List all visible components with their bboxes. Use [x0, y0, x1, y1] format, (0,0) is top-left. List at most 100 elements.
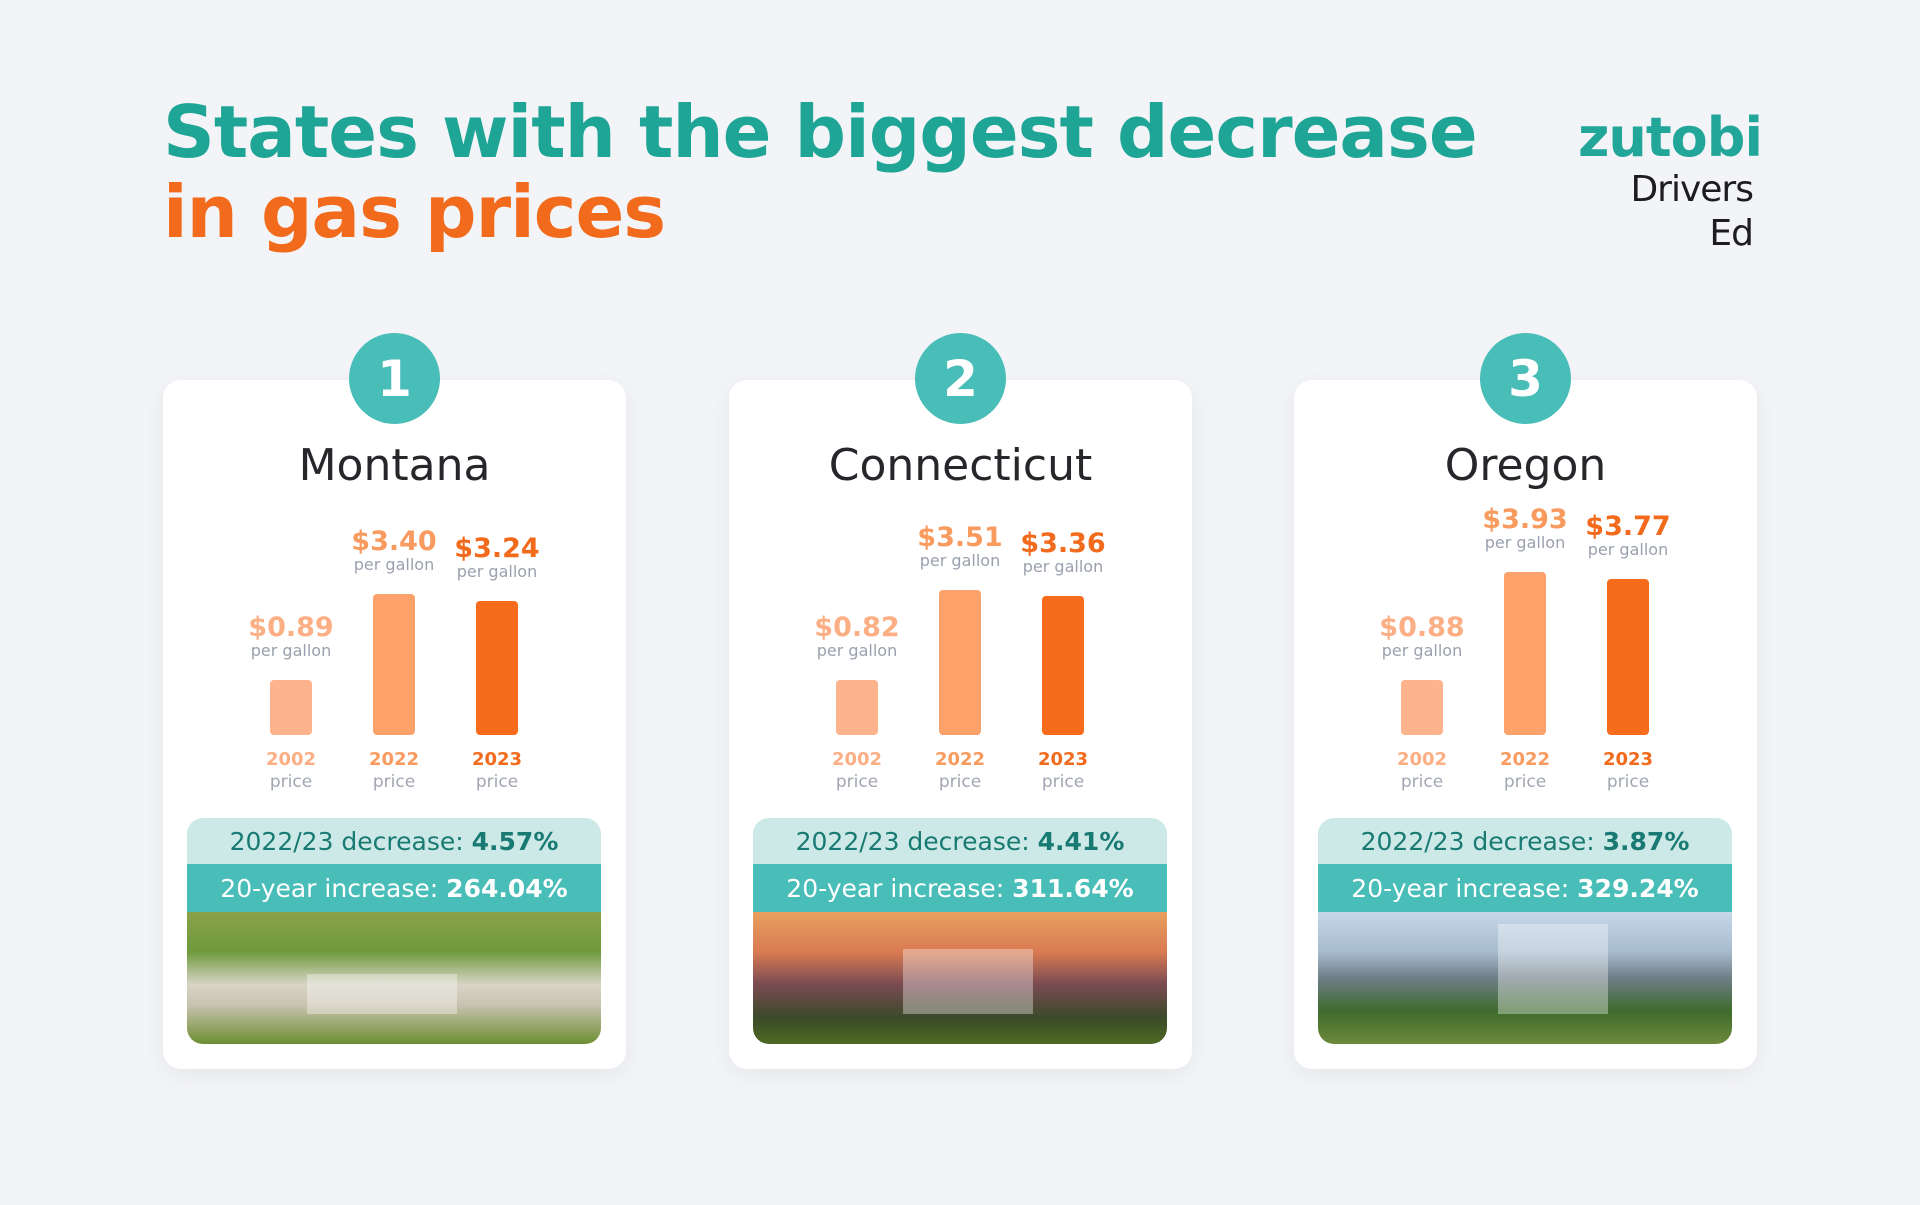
stats-box: 2022/23 decrease: 4.57% 20-year increase… [187, 818, 601, 1044]
rank-badge: 1 [349, 333, 440, 424]
increase-row: 20-year increase: 311.64% [753, 864, 1167, 912]
decrease-label: 2022/23 decrease: [795, 826, 1030, 856]
year-label: 2023 price [442, 749, 552, 793]
decrease-label: 2022/23 decrease: [229, 826, 464, 856]
year-text: 2002 [831, 749, 883, 770]
state-card: 2 Connecticut $0.82 per gallon 2002 price … [729, 333, 1192, 1069]
stats-box: 2022/23 decrease: 3.87% 20-year increase… [1318, 818, 1732, 1044]
year-label: 2002 price [236, 749, 346, 793]
decrease-row: 2022/23 decrease: 3.87% [1318, 818, 1732, 864]
price-value: $3.36 [1020, 527, 1106, 559]
price-word: price [1041, 772, 1085, 792]
rank-badge: 3 [1480, 333, 1571, 424]
price-label: $3.36 per gallon [1008, 527, 1118, 576]
state-card: 3 Oregon $0.88 per gallon 2002 price $3.93… [1294, 333, 1757, 1069]
year-label: 2002 price [802, 749, 912, 793]
year-label: 2023 price [1008, 749, 1118, 793]
price-value: $3.93 [1482, 504, 1568, 536]
bar-2022 [373, 594, 415, 735]
per-gallon-label: per gallon [816, 641, 898, 660]
year-text: 2022 [1499, 749, 1551, 770]
year-text: 2002 [1396, 749, 1448, 770]
year-text: 2022 [934, 749, 986, 770]
bar-2002 [836, 680, 878, 735]
price-value: $0.89 [248, 612, 334, 643]
bar-2002 [270, 680, 312, 735]
year-label: 2022 price [1470, 749, 1580, 793]
decrease-row: 2022/23 decrease: 4.41% [753, 818, 1167, 864]
bar-2023 [1607, 578, 1649, 735]
price-label: $3.93 per gallon [1470, 504, 1580, 553]
per-gallon-label: per gallon [353, 555, 435, 575]
per-gallon-label: per gallon [919, 550, 1001, 570]
decrease-row: 2022/23 decrease: 4.57% [187, 818, 601, 864]
decrease-value: 3.87% [1602, 826, 1690, 856]
price-value: $3.24 [454, 532, 540, 564]
year-text: 2023 [471, 749, 523, 770]
per-gallon-label: per gallon [1484, 533, 1566, 553]
price-word: price [1400, 772, 1444, 792]
price-label: $3.51 per gallon [905, 521, 1015, 570]
bar-2002 [1401, 680, 1443, 735]
year-label: 2022 price [905, 749, 1015, 793]
state-photo [187, 912, 601, 1044]
rank-badge: 2 [915, 333, 1006, 424]
state-name: Connecticut [828, 440, 1093, 491]
year-label: 2002 price [1367, 749, 1477, 793]
price-label: $0.89 per gallon [236, 612, 346, 660]
year-label: 2023 price [1573, 749, 1683, 793]
zutobi-logo: zutobi Drivers Ed [1578, 106, 1763, 256]
year-text: 2022 [368, 749, 420, 770]
price-value: $3.77 [1585, 510, 1671, 542]
price-word: price [269, 772, 313, 792]
logo-sub: Drivers Ed [1630, 169, 1754, 254]
per-gallon-label: per gallon [250, 641, 332, 660]
state-photo [753, 912, 1167, 1044]
price-word: price [835, 772, 879, 792]
logo-brand: zutobi [1578, 106, 1763, 169]
per-gallon-label: per gallon [1381, 641, 1463, 660]
decrease-value: 4.57% [471, 826, 559, 856]
per-gallon-label: per gallon [456, 561, 538, 581]
price-value: $0.82 [814, 612, 900, 643]
bar-2023 [476, 600, 518, 735]
page-title: States with the biggest decrease in gas … [163, 90, 1478, 254]
increase-value: 264.04% [446, 873, 568, 903]
per-gallon-label: per gallon [1022, 556, 1104, 576]
year-text: 2023 [1602, 749, 1654, 770]
price-word: price [475, 772, 519, 792]
price-value: $3.40 [351, 526, 437, 558]
year-label: 2022 price [339, 749, 449, 793]
year-text: 2023 [1037, 749, 1089, 770]
increase-label: 20-year increase: [220, 873, 439, 903]
price-word: price [1503, 772, 1547, 792]
state-name: Montana [298, 440, 491, 491]
bar-2022 [939, 589, 981, 735]
increase-value: 311.64% [1012, 873, 1134, 903]
increase-value: 329.24% [1577, 873, 1699, 903]
state-photo [1318, 912, 1732, 1044]
increase-label: 20-year increase: [1351, 873, 1570, 903]
price-label: $3.24 per gallon [442, 532, 552, 581]
price-value: $3.51 [917, 521, 1003, 553]
price-label: $0.82 per gallon [802, 612, 912, 660]
bar-2022 [1504, 572, 1546, 735]
price-word: price [1606, 772, 1650, 792]
title-line-1: States with the biggest decrease [163, 90, 1478, 174]
decrease-value: 4.41% [1037, 826, 1125, 856]
increase-row: 20-year increase: 264.04% [187, 864, 601, 912]
state-card: 1 Montana $0.89 per gallon 2002 price $3.4… [163, 333, 626, 1069]
year-text: 2002 [265, 749, 317, 770]
stats-box: 2022/23 decrease: 4.41% 20-year increase… [753, 818, 1167, 1044]
price-word: price [938, 772, 982, 792]
price-label: $3.77 per gallon [1573, 510, 1683, 559]
decrease-label: 2022/23 decrease: [1360, 826, 1595, 856]
per-gallon-label: per gallon [1587, 539, 1669, 559]
price-value: $0.88 [1379, 612, 1465, 643]
increase-row: 20-year increase: 329.24% [1318, 864, 1732, 912]
price-label: $3.40 per gallon [339, 526, 449, 575]
state-name: Oregon [1444, 440, 1607, 491]
increase-label: 20-year increase: [786, 873, 1005, 903]
price-word: price [372, 772, 416, 792]
title-line-2: in gas prices [163, 170, 666, 254]
